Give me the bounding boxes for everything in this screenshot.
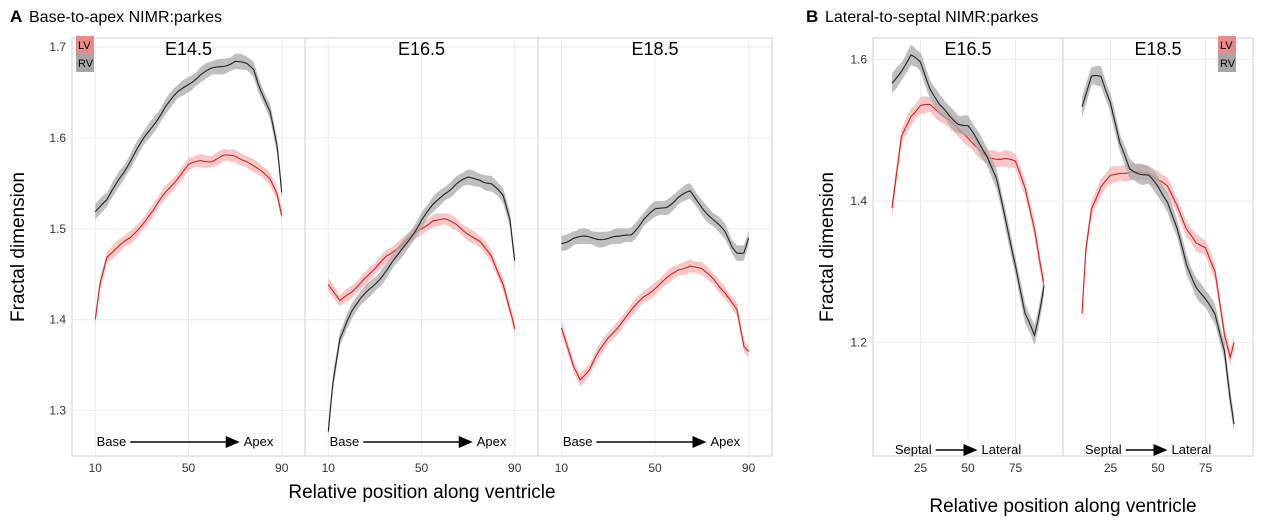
panel-B-facet-1-rv-band	[892, 44, 1044, 346]
panel-A-title: Base-to-apex NIMR:parkes	[29, 9, 222, 26]
legend-label-rv: RV	[78, 58, 94, 70]
panel-B-facet-1-title: E16.5	[944, 39, 991, 59]
x-tick-label: 50	[648, 461, 662, 475]
panel-B-facet-2-rv-line	[1081, 75, 1235, 425]
panel-A-facet-1-rv-band	[95, 53, 282, 220]
panel-B-facet-1-direction-end: Lateral	[982, 442, 1022, 457]
y-tick-label: 1.4	[850, 194, 867, 208]
legend-key-rv	[76, 54, 94, 72]
panel-B-facet-1-rv-line	[891, 54, 1045, 338]
panel-A-facet-3-direction-start: Base	[563, 434, 593, 449]
panel-B-facet-1-lv-line	[891, 103, 1045, 287]
x-tick-label: 90	[508, 461, 522, 475]
panel-A-facet-2-rv-line	[327, 176, 516, 432]
x-tick-label: 50	[182, 461, 196, 475]
x-tick-label: 10	[555, 461, 569, 475]
panel-A-facet-2-direction-arrow-head	[458, 436, 473, 448]
legend-label-lv: LV	[78, 40, 91, 52]
panel-B-facet-2-title: E18.5	[1134, 39, 1181, 59]
panel-A-y-axis-title: Fractal dimension	[8, 172, 29, 322]
panel-A-facet-1-direction-arrow-head	[225, 436, 240, 448]
panel-A-facet-1-direction-start: Base	[97, 434, 127, 449]
x-tick-label: 10	[89, 461, 103, 475]
y-tick-label: 1.4	[49, 313, 66, 327]
panel-B-x-axis-title: Relative position along ventricle	[929, 496, 1196, 517]
legend-key-lv	[1218, 36, 1236, 54]
panel-A-facet-2-title: E16.5	[398, 39, 445, 59]
panel-A-facet-1-direction-end: Apex	[244, 434, 274, 449]
x-tick-label: 50	[415, 461, 429, 475]
panel-A-facet-3-title: E18.5	[631, 39, 678, 59]
x-tick-label: 90	[275, 461, 289, 475]
y-tick-label: 1.5	[49, 222, 66, 236]
legend-label-lv: LV	[1220, 40, 1233, 52]
panel-B-y-axis-title: Fractal dimension	[817, 172, 838, 322]
panel-A-facet-1-lv-line	[94, 154, 283, 320]
panel-A-facet-3-rv-line	[561, 190, 750, 254]
panel-A-facet-1-title: E14.5	[165, 39, 212, 59]
panel-A-facet-1-lv-band	[95, 148, 282, 326]
y-tick-label: 1.2	[850, 336, 867, 350]
panel-A-facet-2-rv-band	[328, 169, 515, 439]
panel-A-facet-1-rv-line	[94, 60, 283, 213]
panel-A-facet-2-lv-band	[328, 213, 515, 335]
x-tick-label: 25	[1104, 461, 1118, 475]
x-tick-label: 25	[914, 461, 928, 475]
panel-A-facet-2-direction-start: Base	[330, 434, 360, 449]
x-tick-label: 50	[1151, 461, 1165, 475]
y-tick-label: 1.6	[49, 131, 66, 145]
x-tick-label: 10	[322, 461, 336, 475]
x-tick-label: 75	[1199, 461, 1213, 475]
panel-A-facet-3-lv-band	[561, 259, 749, 387]
x-tick-label: 50	[961, 461, 975, 475]
panel-A-facet-3-direction-end: Apex	[710, 434, 740, 449]
panel-A-facet-2-direction-end: Apex	[477, 434, 507, 449]
legend-key-lv	[76, 36, 94, 54]
x-tick-label: 75	[1009, 461, 1023, 475]
panel-B-facet-2-direction-arrow-head	[1153, 444, 1168, 456]
panel-B-facet-1-direction-start: Septal	[895, 442, 932, 457]
panel-A-facet-3-lv-line	[560, 265, 749, 381]
panel-A-letter: A	[10, 7, 22, 26]
panel-B-facet-2-direction-end: Lateral	[1172, 442, 1212, 457]
legend-key-rv	[1218, 54, 1236, 72]
y-tick-label: 1.6	[850, 52, 867, 66]
panel-B-letter: B	[806, 7, 818, 26]
y-tick-label: 1.7	[49, 40, 66, 54]
panel-A-facet-2-lv-line	[327, 218, 516, 329]
x-tick-label: 90	[742, 461, 756, 475]
panel-B-facet-1-direction-arrow-head	[963, 444, 978, 456]
legend-label-rv: RV	[1220, 58, 1236, 70]
panel-A-facet-3-direction-arrow-head	[692, 436, 707, 448]
panel-A-x-axis-title: Relative position along ventricle	[288, 482, 555, 503]
panel-B-title: Lateral-to-septal NIMR:parkes	[825, 9, 1038, 26]
panel-B-facet-2-direction-start: Septal	[1085, 442, 1122, 457]
panel-A-facet-3-rv-band	[561, 183, 749, 262]
y-tick-label: 1.3	[49, 404, 66, 418]
